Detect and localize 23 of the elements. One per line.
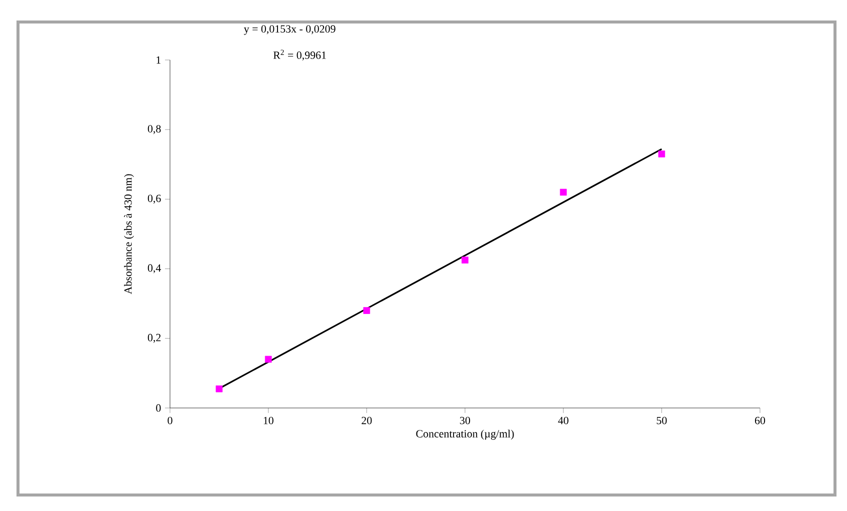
x-tick-label: 30 — [460, 416, 470, 424]
point — [658, 150, 666, 158]
point — [560, 188, 567, 196]
y-tick-label: 0,8 — [148, 125, 161, 134]
y-tick-label: 0,2 — [148, 334, 161, 343]
y-tick-label: 0,6 — [148, 194, 161, 204]
y-axis-title: Absorbance (abs à 430 nm) — [124, 174, 134, 294]
annotation: R$^{2}$ = 0,9961 — [273, 50, 326, 60]
y-tick-label: 0 — [156, 404, 161, 412]
text: y = 0,0153x - 0,0209 — [244, 25, 336, 35]
x-tick-label: 40 — [558, 416, 568, 424]
x-tick-label: 0 — [168, 416, 172, 424]
x-tick-label: 60 — [754, 416, 766, 424]
x-tick-label: 10 — [264, 416, 274, 424]
x-tick-label: 20 — [362, 416, 372, 424]
y-tick-label: 0,4 — [148, 264, 161, 274]
x-tick-label: 50 — [656, 416, 667, 424]
point — [264, 356, 272, 363]
y-tick-label: 1 — [156, 56, 160, 64]
point — [363, 307, 370, 314]
point — [462, 256, 468, 264]
x-axis-title: Concentration (µg/ml) — [416, 430, 514, 440]
point — [216, 385, 223, 392]
